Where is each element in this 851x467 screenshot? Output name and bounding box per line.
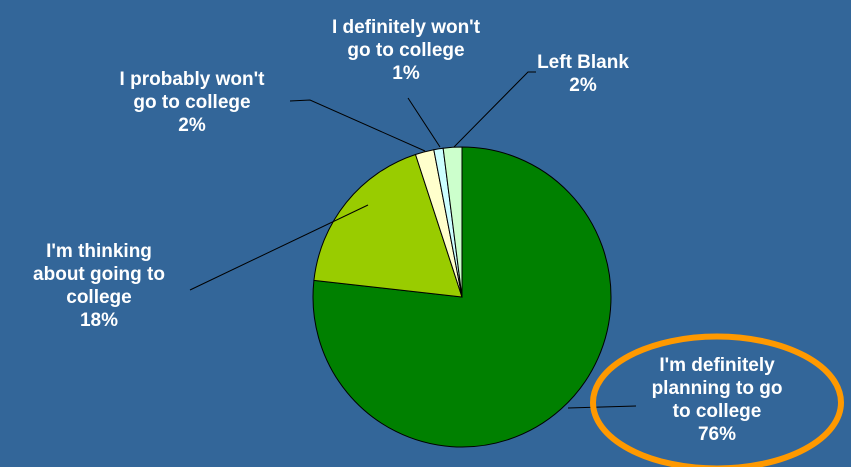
slices-layer (312, 146, 612, 448)
category-label-definitely-wont: I definitely won't (332, 17, 481, 38)
leader-line-thinking-about (189, 204, 369, 291)
category-label-definitely-wont: go to college (347, 40, 464, 61)
category-label-definitely-planning: planning to go (652, 378, 783, 399)
category-label-thinking-about: about going to (33, 264, 165, 285)
leader-line-probably-wont (289, 99, 426, 152)
data-label-probably-wont: 2% (178, 115, 206, 136)
data-label-thinking-about: 18% (80, 310, 118, 331)
category-label-thinking-about: college (66, 287, 131, 308)
category-label-left-blank: Left Blank (537, 52, 629, 73)
leader-line-definitely-planning (567, 405, 637, 409)
data-label-left-blank: 2% (569, 75, 597, 96)
pie-slice-thinking-about (313, 153, 463, 298)
pie-slice-left-blank (442, 146, 463, 298)
highlight-layer (590, 333, 844, 467)
category-label-probably-wont: go to college (133, 92, 250, 113)
leader-line-definitely-wont (407, 97, 441, 148)
category-label-probably-wont: I probably won't (120, 69, 266, 90)
data-label-definitely-wont: 1% (392, 63, 420, 84)
category-label-thinking-about: I'm thinking (46, 241, 152, 262)
category-label-definitely-planning: to college (673, 401, 762, 422)
leader-lines (189, 71, 637, 409)
data-label-definitely-planning: 76% (698, 424, 736, 445)
leader-line-left-blank (453, 71, 536, 148)
category-label-definitely-planning: I'm definitely (659, 355, 775, 376)
highlight-ellipse (590, 333, 844, 467)
